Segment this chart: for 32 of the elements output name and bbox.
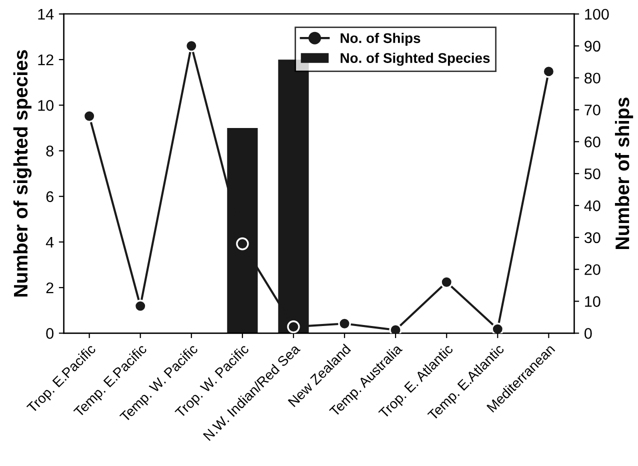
- y-tick-label: 2: [46, 282, 54, 294]
- y-axis-title: Number of sighted species: [13, 50, 32, 297]
- y2-tick-label: 60: [584, 136, 600, 148]
- y2-tick-label: 30: [584, 232, 600, 244]
- y2-axis-title: Number of ships: [614, 98, 634, 249]
- point: [491, 322, 504, 334]
- legend-label: No. of Sighted Species: [340, 52, 490, 66]
- y2-tick-label: 50: [584, 168, 600, 180]
- y-tick-label: 14: [38, 9, 54, 20]
- y2-tick-label: 0: [584, 328, 592, 339]
- point: [236, 237, 249, 250]
- y-tick-label: 4: [46, 237, 54, 248]
- y2-tick-label: 70: [584, 104, 600, 116]
- point: [287, 320, 300, 334]
- y2-tick-label: 10: [585, 296, 600, 307]
- y-tick-label: 6: [46, 191, 54, 202]
- y-tick-label: 8: [46, 146, 54, 156]
- y-tick-label: 0: [46, 328, 54, 339]
- y2-tick-label: 100: [585, 8, 609, 20]
- y-tick-label: 12: [38, 54, 54, 66]
- y2-tick-label: 90: [584, 40, 600, 52]
- y2-tick-label: 80: [584, 72, 600, 84]
- point: [338, 317, 351, 330]
- point: [185, 40, 198, 52]
- y2-tick-label: 20: [584, 264, 600, 276]
- point: [134, 300, 147, 312]
- point: [440, 276, 453, 289]
- y-tick-label: 10: [38, 100, 54, 111]
- point: [82, 110, 96, 123]
- legend-label: No. of Ships: [340, 32, 420, 46]
- point: [542, 65, 556, 78]
- y2-tick-label: 40: [584, 200, 600, 212]
